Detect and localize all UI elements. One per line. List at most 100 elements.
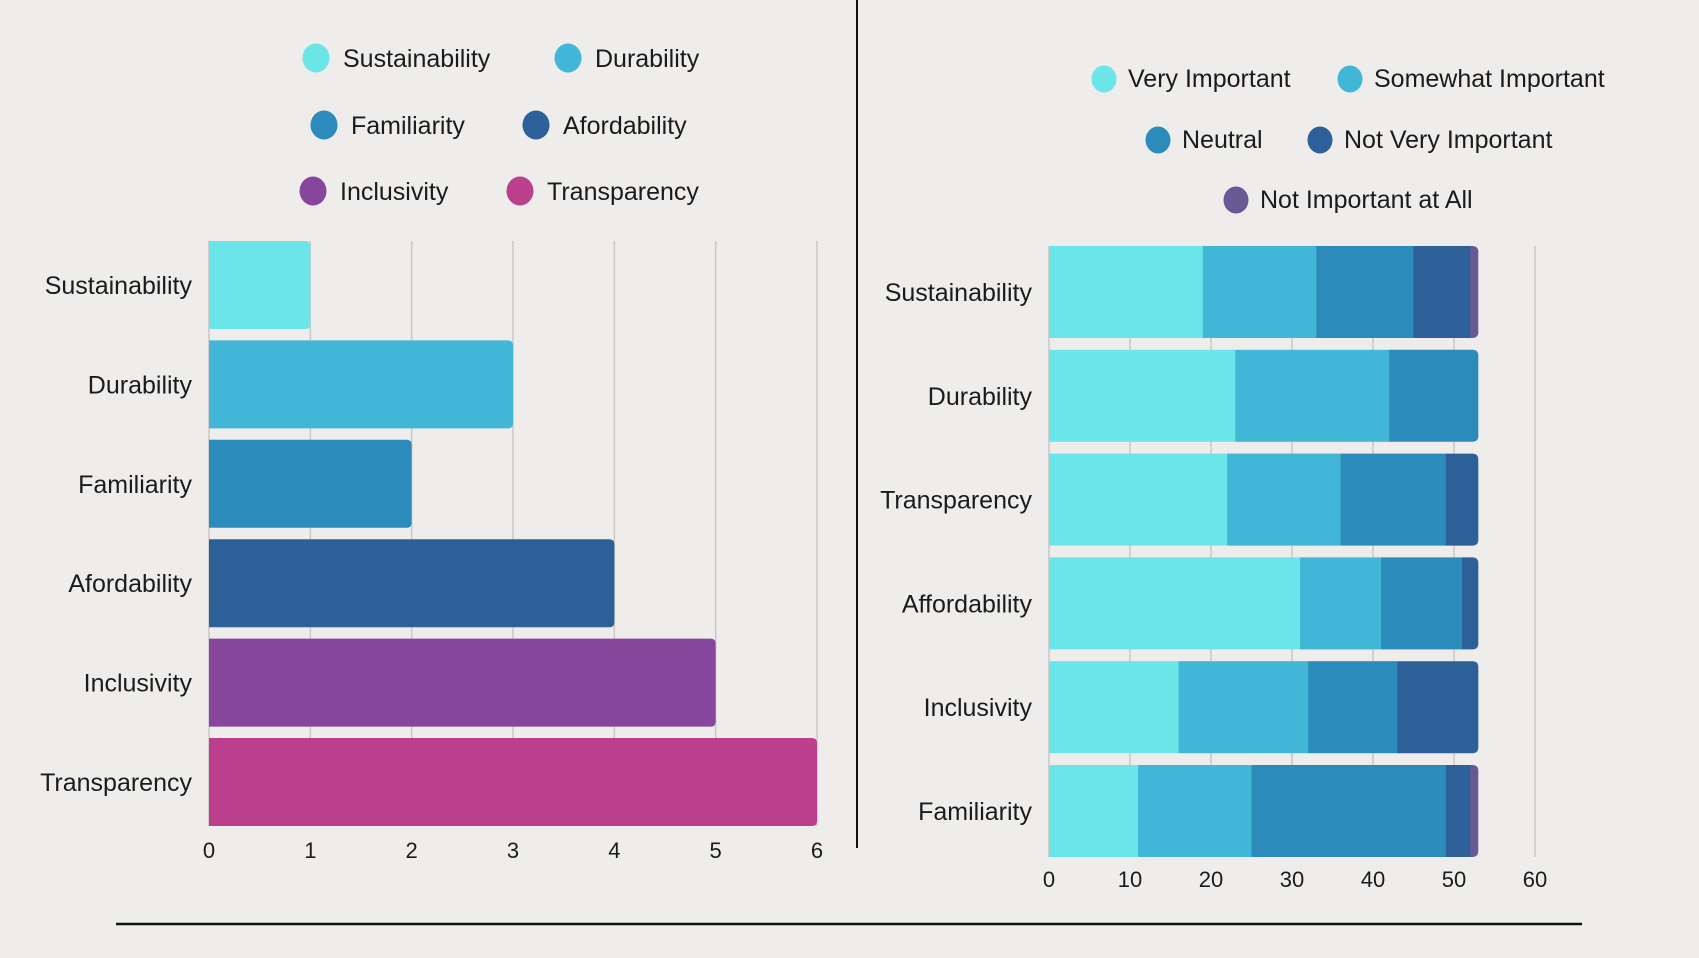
legend-swatch-icon xyxy=(1337,65,1363,93)
legend-swatch-icon xyxy=(1091,65,1117,93)
segment-inclusivity-somewhat-important xyxy=(1178,661,1309,754)
legend-item: Somewhat Important xyxy=(1337,65,1605,93)
legend-item: Neutral xyxy=(1145,126,1263,154)
legend-label: Inclusivity xyxy=(340,178,449,206)
category-label: Inclusivity xyxy=(84,670,193,698)
right-bars xyxy=(1049,246,1479,857)
bar-sustainability xyxy=(209,241,311,329)
segment-inclusivity-neutral xyxy=(1308,661,1398,754)
legend-swatch-icon xyxy=(1145,126,1171,154)
x-tick-label: 20 xyxy=(1199,867,1223,892)
category-label: Transparency xyxy=(40,769,192,797)
x-tick-label: 30 xyxy=(1280,867,1304,892)
category-label: Familiarity xyxy=(78,471,192,499)
left-bars xyxy=(209,241,817,826)
category-label: Sustainability xyxy=(45,272,193,300)
legend-label: Neutral xyxy=(1182,126,1263,154)
bar-afordability xyxy=(209,539,615,628)
category-label: Affordability xyxy=(902,590,1033,618)
right-x-tick-labels: 0 10 20 30 40 50 60 xyxy=(1043,867,1547,892)
category-label: Transparency xyxy=(880,487,1032,515)
legend-item: Not Very Important xyxy=(1307,126,1552,154)
legend-label: Not Important at All xyxy=(1260,186,1473,214)
legend-swatch-icon xyxy=(522,110,550,140)
legend-swatch-icon xyxy=(302,43,330,73)
bar-inclusivity xyxy=(209,638,716,727)
legend-item: Afordability xyxy=(522,110,687,140)
legend-label: Somewhat Important xyxy=(1374,65,1605,93)
legend-swatch-icon xyxy=(310,110,338,140)
segment-familiarity-not-important-at-all xyxy=(1470,765,1479,857)
left-gridlines xyxy=(208,241,818,826)
segment-sustainability-not-very-important xyxy=(1413,246,1471,338)
segment-sustainability-very-important xyxy=(1049,246,1204,338)
legend-swatch-icon xyxy=(299,176,327,206)
x-tick-label: 5 xyxy=(710,838,722,863)
legend-label: Familiarity xyxy=(351,112,465,140)
x-tick-label: 60 xyxy=(1523,867,1547,892)
segment-sustainability-not-important-at-all xyxy=(1470,246,1479,338)
category-label: Durability xyxy=(928,383,1033,411)
segment-inclusivity-very-important xyxy=(1049,661,1180,754)
x-tick-label: 6 xyxy=(811,838,823,863)
legend-item: Transparency xyxy=(506,176,699,206)
category-label: Sustainability xyxy=(885,279,1033,307)
left-legend: Sustainability Durability Familiarity Aford… xyxy=(299,43,700,206)
right-category-labels: Sustainability Durability Transparency Affo… xyxy=(880,279,1032,826)
segment-durability-neutral xyxy=(1389,349,1479,442)
legend-item: Not Important at All xyxy=(1223,186,1473,214)
segment-transparency-not-very-important xyxy=(1445,453,1479,546)
bar-familiarity xyxy=(209,439,412,528)
segment-familiarity-not-very-important xyxy=(1445,765,1471,857)
x-tick-label: 10 xyxy=(1118,867,1142,892)
segment-sustainability-somewhat-important xyxy=(1202,246,1317,338)
x-tick-label: 40 xyxy=(1361,867,1385,892)
legend-item: Sustainability xyxy=(302,43,491,73)
left-category-labels: Sustainability Durability Familiarity Aford… xyxy=(40,272,192,797)
right-legend: Very Important Somewhat Important Neutral N… xyxy=(1091,65,1605,214)
x-tick-label: 4 xyxy=(608,838,620,863)
segment-sustainability-neutral xyxy=(1316,246,1414,338)
segment-durability-somewhat-important xyxy=(1235,349,1390,442)
legend-label: Transparency xyxy=(547,178,699,206)
segment-affordability-neutral xyxy=(1381,557,1463,650)
left-x-tick-labels: 0 1 2 3 4 5 6 xyxy=(203,838,823,863)
legend-label: Afordability xyxy=(563,112,687,140)
segment-affordability-very-important xyxy=(1049,557,1301,650)
category-label: Inclusivity xyxy=(924,694,1033,722)
legend-item: Very Important xyxy=(1091,65,1291,93)
x-tick-label: 50 xyxy=(1442,867,1466,892)
right-stacked-bar-chart: Sustainability Durability Transparency Affo… xyxy=(880,65,1605,892)
segment-affordability-not-very-important xyxy=(1462,557,1479,650)
segment-familiarity-neutral xyxy=(1251,765,1447,857)
category-label: Familiarity xyxy=(918,798,1032,826)
legend-label: Very Important xyxy=(1128,65,1291,93)
category-label: Afordability xyxy=(68,570,192,598)
segment-familiarity-very-important xyxy=(1049,765,1139,857)
legend-item: Durability xyxy=(554,43,700,73)
bar-transparency xyxy=(209,738,817,826)
segment-inclusivity-not-very-important xyxy=(1397,661,1479,754)
legend-swatch-icon xyxy=(506,176,534,206)
segment-affordability-somewhat-important xyxy=(1300,557,1382,650)
x-tick-label: 1 xyxy=(304,838,316,863)
x-tick-label: 3 xyxy=(507,838,519,863)
x-tick-label: 0 xyxy=(203,838,215,863)
right-gridlines xyxy=(1048,246,1536,857)
legend-item: Inclusivity xyxy=(299,176,449,206)
segment-durability-very-important xyxy=(1049,349,1236,442)
x-tick-label: 2 xyxy=(406,838,418,863)
legend-swatch-icon xyxy=(1307,126,1333,154)
segment-transparency-somewhat-important xyxy=(1227,453,1342,546)
left-bar-chart: Sustainability Durability Familiarity Aford… xyxy=(40,43,823,863)
legend-swatch-icon xyxy=(554,43,582,73)
segment-familiarity-somewhat-important xyxy=(1138,765,1252,857)
legend-swatch-icon xyxy=(1223,186,1249,214)
legend-label: Durability xyxy=(595,45,700,73)
segment-transparency-neutral xyxy=(1340,453,1447,546)
legend-label: Not Very Important xyxy=(1344,126,1552,154)
segment-transparency-very-important xyxy=(1049,453,1228,546)
x-tick-label: 0 xyxy=(1043,867,1055,892)
legend-label: Sustainability xyxy=(343,45,491,73)
